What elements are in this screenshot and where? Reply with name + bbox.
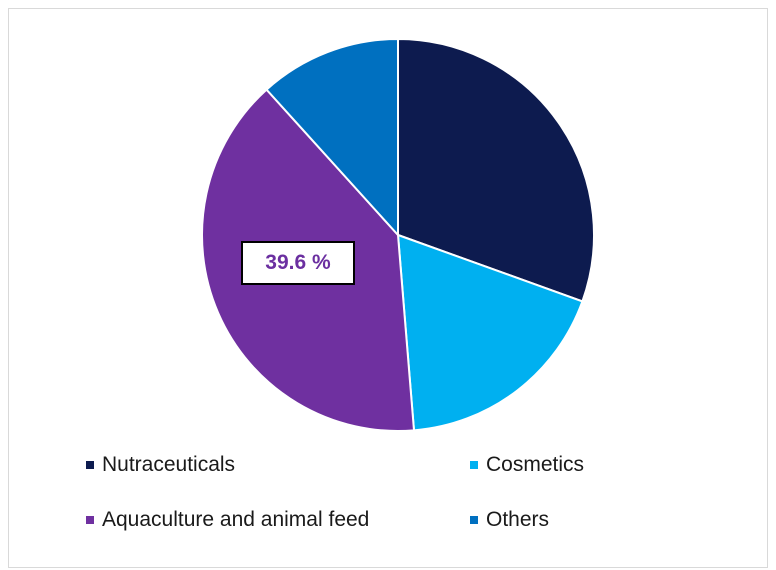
legend-swatch-others: [470, 516, 478, 524]
legend-label-cosmetics: Cosmetics: [486, 453, 585, 476]
pie-slice-cosmetics: [396, 233, 584, 432]
data-label-aquaculture: 39.6 %: [241, 241, 355, 285]
pie-slice-others: [265, 37, 399, 238]
legend-label-aquaculture: Aquaculture and animal feed: [102, 508, 370, 531]
legend-label-nutraceuticals: Nutraceuticals: [102, 453, 236, 476]
legend-swatch-cosmetics: [470, 461, 478, 469]
legend-item-nutraceuticals: Nutraceuticals: [86, 453, 235, 477]
legend-item-others: Others: [470, 508, 549, 532]
legend-item-aquaculture: Aquaculture and animal feed: [86, 508, 369, 532]
legend-label-others: Others: [486, 508, 550, 531]
legend-swatch-nutraceuticals: [86, 461, 94, 469]
legend-item-cosmetics: Cosmetics: [470, 453, 584, 477]
legend-swatch-aquaculture: [86, 516, 94, 524]
pie-slice-nutraceuticals: [397, 37, 595, 303]
